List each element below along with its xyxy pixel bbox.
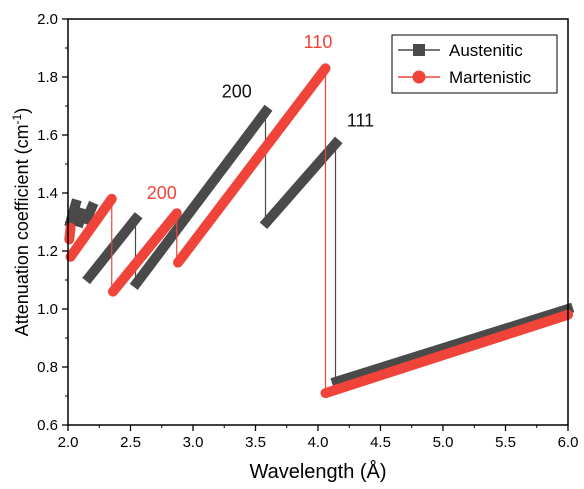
y-tick-label: 1.4: [37, 185, 58, 202]
y-tick-label: 1.0: [37, 301, 58, 318]
x-tick-label: 2.5: [120, 434, 141, 451]
y-tick-label: 0.8: [37, 359, 58, 376]
series-segment: [65, 193, 117, 262]
data-layer: [64, 63, 575, 399]
series-martenistic: [64, 63, 573, 399]
x-tick-label: 4.0: [308, 434, 329, 451]
x-tick-label: 5.0: [433, 434, 454, 451]
legend: Austenitic Martenistic: [391, 34, 558, 94]
plot-frame: [67, 18, 569, 426]
x-axis-label: Wavelength (Å): [249, 460, 386, 483]
peak-label: 200: [147, 183, 177, 203]
x-tick-label: 3.5: [245, 434, 266, 451]
x-tick-label: 2.0: [58, 434, 79, 451]
peak-label: 110: [304, 32, 333, 52]
legend-label: Martenistic: [449, 68, 532, 87]
legend-item: Martenistic: [398, 68, 532, 87]
peak-label: 111: [347, 110, 374, 130]
legend-item: Austenitic: [398, 41, 523, 60]
series-segment: [64, 222, 76, 245]
x-tick-label: 4.5: [370, 434, 391, 451]
y-axis-label-main: Attenuation coefficient (cm: [12, 124, 32, 336]
series-segment: [173, 63, 331, 268]
y-axis-label: Attenuation coefficient (cm-1): [10, 108, 32, 336]
x-tick-label: 6.0: [558, 434, 579, 451]
series-segment: [80, 200, 99, 226]
x-tick-label: 3.0: [183, 434, 204, 451]
y-tick-label: 1.8: [37, 69, 58, 86]
peak-label: 200: [222, 81, 252, 101]
tick-layer: 2.0 2.5 3.0 3.5 4.0 4.5 5.0 5.5 6.0 0.6 0.8 1.0 1.2 1…: [37, 11, 578, 451]
series-segment: [64, 198, 82, 229]
series-segment: [82, 212, 143, 285]
y-tick-label: 1.2: [37, 243, 58, 260]
series-austenitic: [64, 104, 575, 388]
series-segment: [259, 136, 343, 230]
annotation-layer: 110 200 111 200: [147, 32, 374, 203]
y-tick-label: 0.6: [37, 417, 58, 434]
y-axis-label-sup: -1: [10, 113, 24, 124]
y-tick-label: 1.6: [37, 127, 58, 144]
series-segment: [73, 207, 88, 229]
x-tick-label: 5.5: [495, 434, 516, 451]
series-segment: [129, 104, 273, 290]
legend-label: Austenitic: [449, 41, 523, 60]
legend-circle-marker: [412, 70, 426, 84]
y-axis-label-close: ): [12, 108, 32, 114]
series-segment: [108, 208, 182, 297]
y-tick-label: 2.0: [37, 11, 58, 28]
series-segment: [330, 302, 575, 388]
series-segment: [320, 309, 573, 399]
legend-square-marker: [413, 44, 425, 56]
